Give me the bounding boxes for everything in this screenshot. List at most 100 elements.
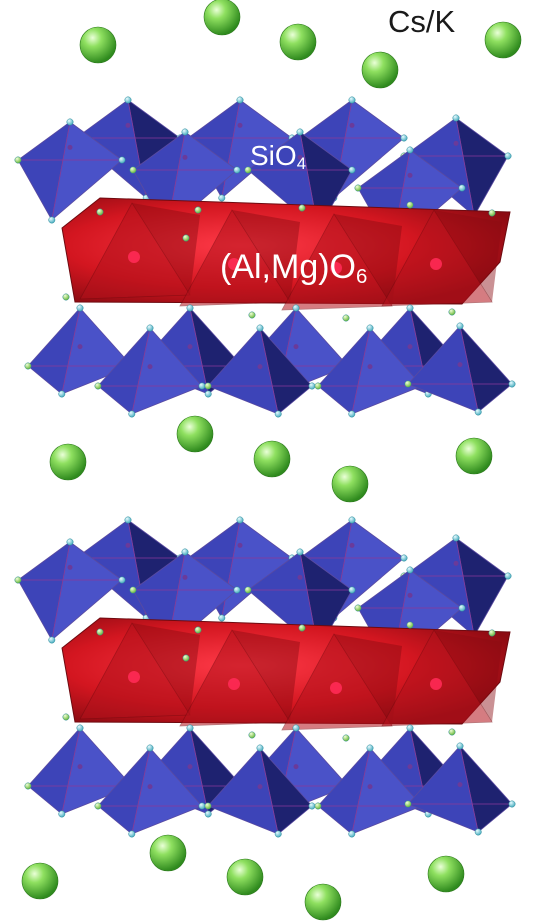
oxygen-node: [292, 304, 300, 312]
silicon-atom: [453, 140, 459, 146]
oxygen-node: [244, 166, 252, 174]
cation-label: Cs/K: [388, 4, 456, 39]
octahedron-label: (Al,Mg)O6: [220, 248, 368, 289]
oxygen-node: [76, 724, 84, 732]
oxygen-node: [366, 744, 374, 752]
silicon-atom: [293, 764, 299, 770]
oxygen-node: [348, 96, 356, 104]
oxygen-node: [194, 206, 202, 214]
oxygen-node: [62, 713, 70, 721]
oxygen-node: [124, 516, 132, 524]
cation-sphere: [149, 834, 187, 872]
oxygen-node: [452, 534, 460, 542]
oxygen-node: [474, 828, 482, 836]
oxygen-node: [248, 731, 256, 739]
oxygen-node: [186, 304, 194, 312]
oxygen-node: [406, 566, 414, 574]
cation-sphere: [176, 415, 214, 453]
oxygen-node: [146, 324, 154, 332]
cation-sphere: [79, 26, 117, 64]
oxygen-node: [14, 156, 22, 164]
tetrahedron: [404, 322, 516, 416]
silicon-atom: [407, 344, 413, 350]
metal-atom: [228, 678, 240, 690]
oxygen-node: [48, 216, 56, 224]
cation-sphere: [21, 862, 59, 900]
oxygen-node: [182, 234, 190, 242]
octahedron-face: [132, 623, 200, 715]
oxygen-node: [244, 586, 252, 594]
cation-sphere: [279, 23, 317, 61]
oxygen-node: [182, 654, 190, 662]
silicon-atom: [67, 564, 73, 570]
oxygen-node: [298, 624, 306, 632]
octahedral-sheet: [61, 197, 511, 322]
oxygen-node: [348, 586, 356, 594]
tot-layer: [14, 96, 516, 418]
oxygen-node: [128, 410, 136, 418]
cation-sphere: [331, 465, 369, 503]
tetrahedron-edge: [189, 727, 209, 815]
tetrahedron-edge: [61, 727, 81, 815]
octahedron-face: [132, 203, 200, 295]
cation-sphere: [49, 443, 87, 481]
oxygen-node: [474, 408, 482, 416]
silicon-atom: [349, 122, 355, 128]
silicon-atom: [182, 574, 188, 580]
oxygen-node: [400, 554, 408, 562]
cation-sphere: [253, 440, 291, 478]
oxygen-node: [129, 586, 137, 594]
oxygen-node: [488, 629, 496, 637]
tetrahedron-edge: [131, 327, 151, 415]
silicate-layers: [14, 96, 516, 838]
oxygen-node: [96, 208, 104, 216]
oxygen-node: [406, 621, 414, 629]
oxygen-node: [236, 96, 244, 104]
silicon-atom: [237, 542, 243, 548]
oxygen-node: [124, 96, 132, 104]
oxygen-node: [194, 626, 202, 634]
tetrahedron: [94, 324, 206, 418]
silicon-atom: [453, 560, 459, 566]
oxygen-node: [181, 128, 189, 136]
tetrahedron: [14, 538, 126, 644]
oxygen-node: [94, 802, 102, 810]
oxygen-node: [14, 576, 22, 584]
silicon-atom: [297, 574, 303, 580]
octahedron-face: [79, 622, 191, 720]
oxygen-node: [118, 576, 126, 584]
oxygen-node: [48, 636, 56, 644]
oxygen-node: [354, 604, 362, 612]
oxygen-node: [448, 308, 456, 316]
silicon-atom: [67, 144, 73, 150]
oxygen-node: [94, 382, 102, 390]
oxygen-node: [406, 304, 414, 312]
tetrahedron: [14, 118, 126, 224]
silicon-atom: [187, 344, 193, 350]
silicon-atom: [407, 172, 413, 178]
oxygen-node: [204, 802, 212, 810]
oxygen-node: [308, 802, 316, 810]
metal-atom: [128, 671, 140, 683]
oxygen-node: [256, 744, 264, 752]
octahedron-face: [434, 210, 502, 302]
oxygen-node: [456, 322, 464, 330]
oxygen-node: [508, 380, 516, 388]
cation-sphere: [455, 437, 493, 475]
octahedron-face: [281, 633, 393, 731]
cation-sphere: [484, 21, 522, 59]
tetrahedron-edge: [221, 99, 241, 199]
silicon-atom: [257, 784, 263, 790]
oxygen-node: [181, 548, 189, 556]
silicon-atom: [257, 364, 263, 370]
octahedron: [79, 622, 200, 720]
tetrahedron-label: SiO4: [250, 140, 307, 174]
oxygen-node: [198, 802, 206, 810]
silicon-atom: [77, 764, 83, 770]
oxygen-node: [404, 380, 412, 388]
metal-atom: [330, 262, 342, 274]
metal-atom: [330, 682, 342, 694]
oxygen-node: [348, 410, 356, 418]
octahedron-face: [381, 629, 493, 727]
tetrahedron: [314, 744, 426, 838]
